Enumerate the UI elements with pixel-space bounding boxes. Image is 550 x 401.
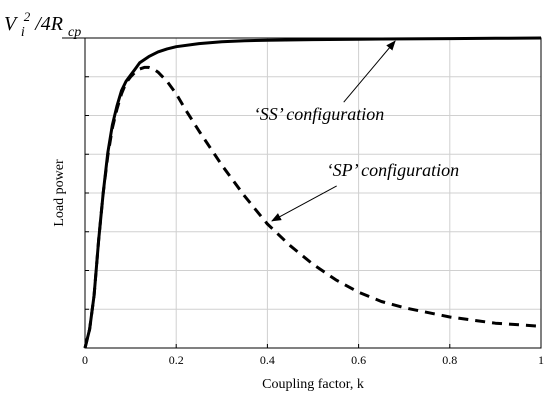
annotation-ss-arrow [343, 40, 396, 103]
x-tick-label: 1 [538, 353, 544, 367]
annotation-sp-arrow [271, 185, 337, 222]
x-tick-label: 0 [82, 353, 88, 367]
reference-label-v: V [4, 13, 19, 35]
annotations: ‘SS’ configuration ‘SP’ configuration [254, 40, 460, 222]
x-tick-label: 0.6 [351, 353, 366, 367]
x-tick-label: 0.2 [169, 353, 184, 367]
y-axis-label: Load power [52, 159, 67, 227]
x-tick-label: 0.8 [442, 353, 457, 367]
grid [85, 38, 541, 348]
reference-line-label: V i 2 /4R cp [4, 4, 81, 41]
annotation-ss: ‘SS’ configuration [254, 104, 385, 124]
series-ss-line [83, 36, 542, 349]
x-tick-label: 0.4 [260, 353, 275, 367]
series-group [83, 36, 542, 349]
x-axis-label: Coupling factor, k [262, 377, 364, 392]
ticks: 0 0.2 0.4 0.6 0.8 1 [82, 76, 544, 367]
annotation-sp: ‘SP’ configuration [327, 160, 460, 180]
reference-label-mid: /4R [34, 13, 63, 35]
reference-label-sub-cp: cp [68, 25, 81, 40]
series-sp-line [83, 65, 542, 349]
reference-label-sup-2: 2 [24, 9, 31, 24]
reference-label-sub-i: i [21, 25, 25, 40]
